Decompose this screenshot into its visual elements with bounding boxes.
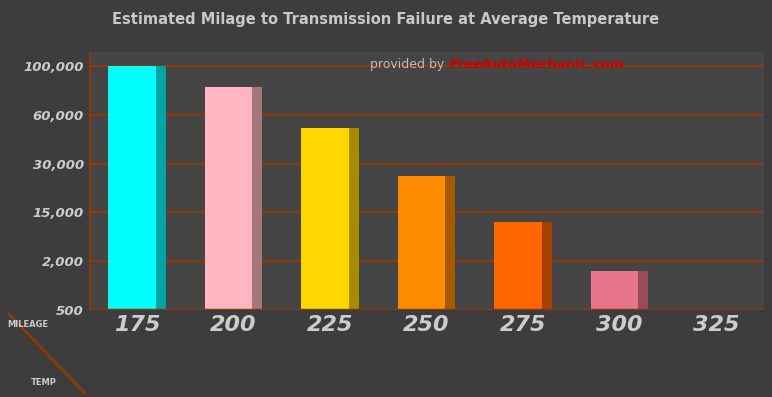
Bar: [155, 66, 166, 310]
Bar: [205, 87, 262, 310]
Bar: [542, 222, 552, 310]
Bar: [108, 66, 166, 310]
Bar: [252, 87, 262, 310]
Text: MILEAGE: MILEAGE: [7, 320, 48, 329]
Bar: [638, 271, 648, 310]
Text: provided by: provided by: [370, 58, 448, 71]
Bar: [398, 176, 455, 310]
Bar: [591, 271, 648, 310]
Text: TEMP: TEMP: [31, 378, 57, 387]
Bar: [445, 176, 455, 310]
Text: Estimated Milage to Transmission Failure at Average Temperature: Estimated Milage to Transmission Failure…: [113, 12, 659, 27]
Bar: [349, 128, 359, 310]
Bar: [494, 222, 552, 310]
Text: FreeAutoMechanic.com: FreeAutoMechanic.com: [449, 58, 624, 71]
Bar: [301, 128, 359, 310]
